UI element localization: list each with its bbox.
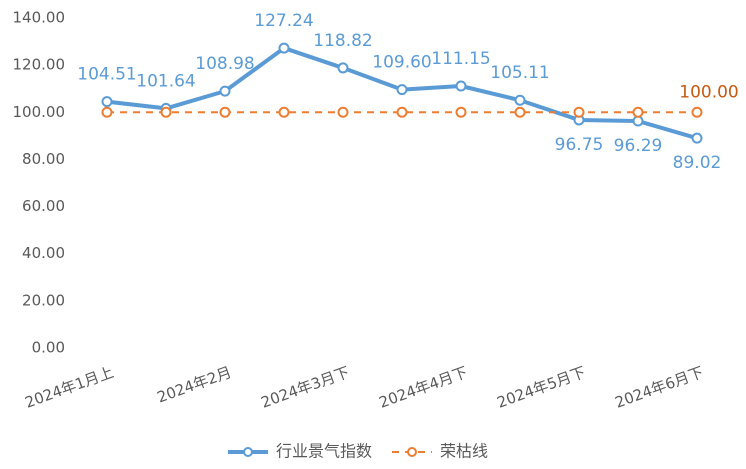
point: [455, 80, 467, 92]
legend-label: 荣枯线: [440, 442, 488, 461]
point: [337, 106, 349, 118]
data-label: 118.82: [313, 31, 372, 51]
point: [632, 106, 644, 118]
point: [101, 96, 113, 108]
point: [632, 115, 644, 127]
point: [278, 42, 290, 54]
x-tick-label: 2024年1月上: [23, 363, 116, 412]
x-tick-label: 2024年6月下: [613, 363, 706, 412]
point: [219, 106, 231, 118]
point: [160, 106, 172, 118]
y-tick-label: 20.00: [22, 291, 65, 309]
point: [219, 85, 231, 97]
data-label: 109.60: [372, 53, 431, 73]
point: [101, 106, 113, 118]
point: [337, 62, 349, 74]
point: [691, 132, 703, 144]
y-tick-label: 80.00: [22, 150, 65, 168]
data-label: 104.51: [77, 65, 136, 85]
legend-label: 行业景气指数: [276, 442, 372, 461]
legend-marker: [407, 447, 418, 457]
data-label: 108.98: [195, 54, 254, 74]
data-label: 111.15: [431, 49, 490, 69]
point: [396, 106, 408, 118]
y-tick-label: 140.00: [13, 9, 66, 27]
y-tick-label: 0.00: [32, 339, 65, 357]
y-tick-label: 120.00: [13, 56, 66, 74]
x-tick-label: 2024年2月: [155, 363, 234, 406]
y-tick-label: 40.00: [22, 244, 65, 262]
point: [691, 106, 703, 118]
data-label: 127.24: [254, 11, 313, 31]
data-label: 96.75: [555, 135, 604, 155]
point: [455, 106, 467, 118]
x-tick-label: 2024年4月下: [377, 363, 470, 412]
point: [396, 84, 408, 96]
data-label: 89.02: [673, 153, 722, 173]
legend-marker: [243, 447, 253, 457]
x-tick-label: 2024年5月下: [495, 363, 588, 412]
data-label: 105.11: [490, 63, 549, 83]
point: [278, 106, 290, 118]
point: [573, 106, 585, 118]
point: [514, 106, 526, 118]
data-label: 100.00: [679, 82, 738, 102]
point: [514, 94, 526, 106]
x-tick-label: 2024年3月下: [259, 363, 352, 412]
data-label: 101.64: [136, 71, 195, 91]
y-tick-label: 100.00: [13, 103, 66, 121]
data-label: 96.29: [614, 136, 663, 156]
y-tick-label: 60.00: [22, 197, 65, 215]
